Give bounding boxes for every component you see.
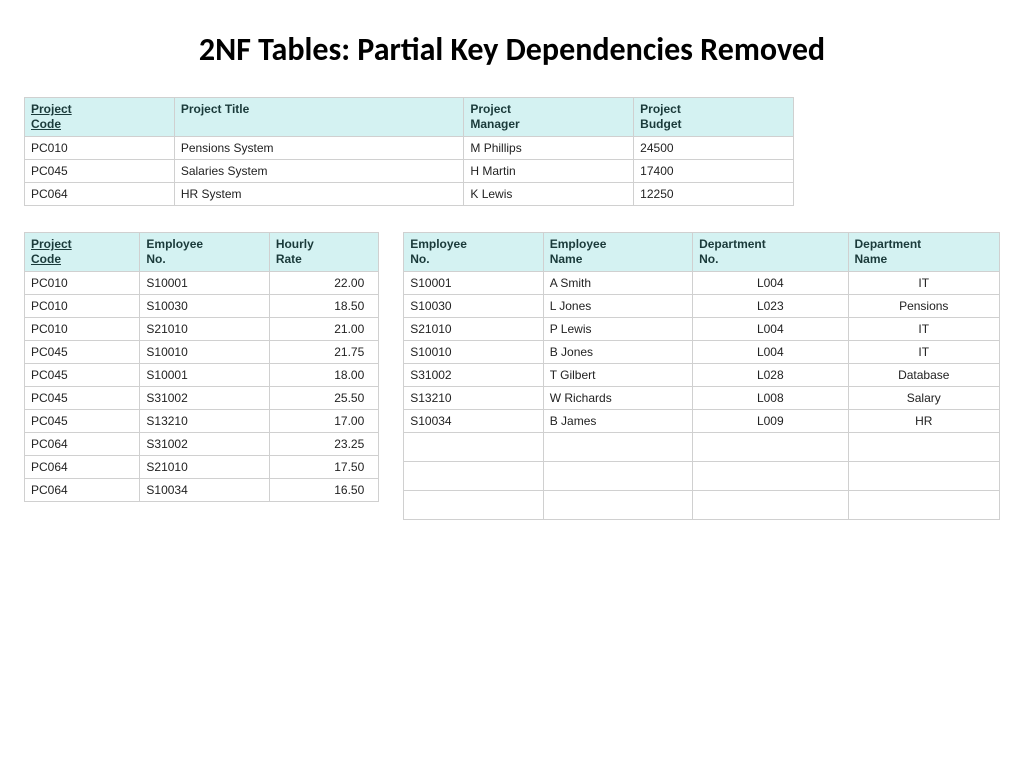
col-project-manager: ProjectManager — [464, 98, 634, 137]
employee-table: EmployeeNo. EmployeeName DepartmentNo. D… — [403, 232, 1000, 520]
table-row: S10030L JonesL023Pensions — [404, 295, 1000, 318]
table-row: PC010Pensions SystemM Phillips24500 — [25, 137, 794, 160]
assignment-table: ProjectCode EmployeeNo. HourlyRate PC010… — [24, 232, 379, 502]
table-row: S21010P LewisL004IT — [404, 318, 1000, 341]
table-row: S10001A SmithL004IT — [404, 272, 1000, 295]
col-project-title: Project Title — [174, 98, 464, 137]
col-employee-no: EmployeeNo. — [404, 233, 543, 272]
table-row — [404, 433, 1000, 462]
table-row: PC010S1003018.50 — [25, 295, 379, 318]
table-row: PC045S1321017.00 — [25, 410, 379, 433]
col-project-code: ProjectCode — [25, 98, 175, 137]
col-project-budget: ProjectBudget — [634, 98, 794, 137]
table-row: PC010S1000122.00 — [25, 272, 379, 295]
col-employee-no: EmployeeNo. — [140, 233, 269, 272]
table-row: PC045S1001021.75 — [25, 341, 379, 364]
table-row: PC045Salaries SystemH Martin17400 — [25, 160, 794, 183]
table-row: S13210W RichardsL008Salary — [404, 387, 1000, 410]
table-row: S10010B JonesL004IT — [404, 341, 1000, 364]
table-row: PC064HR SystemK Lewis12250 — [25, 183, 794, 206]
col-project-code: ProjectCode — [25, 233, 140, 272]
table-row: PC064S3100223.25 — [25, 433, 379, 456]
table-row — [404, 462, 1000, 491]
table-row: PC045S1000118.00 — [25, 364, 379, 387]
table-row: S31002T GilbertL028Database — [404, 364, 1000, 387]
table-row: S10034B JamesL009HR — [404, 410, 1000, 433]
table-row: PC045S3100225.50 — [25, 387, 379, 410]
col-department-name: DepartmentName — [848, 233, 1000, 272]
table-row: PC064S1003416.50 — [25, 479, 379, 502]
col-hourly-rate: HourlyRate — [269, 233, 378, 272]
table-row — [404, 491, 1000, 520]
col-department-no: DepartmentNo. — [693, 233, 848, 272]
table-row: PC010S2101021.00 — [25, 318, 379, 341]
col-employee-name: EmployeeName — [543, 233, 692, 272]
projects-table: ProjectCode Project Title ProjectManager… — [24, 97, 794, 206]
table-row: PC064S2101017.50 — [25, 456, 379, 479]
page-title: 2NF Tables: Partial Key Dependencies Rem… — [24, 30, 1000, 69]
